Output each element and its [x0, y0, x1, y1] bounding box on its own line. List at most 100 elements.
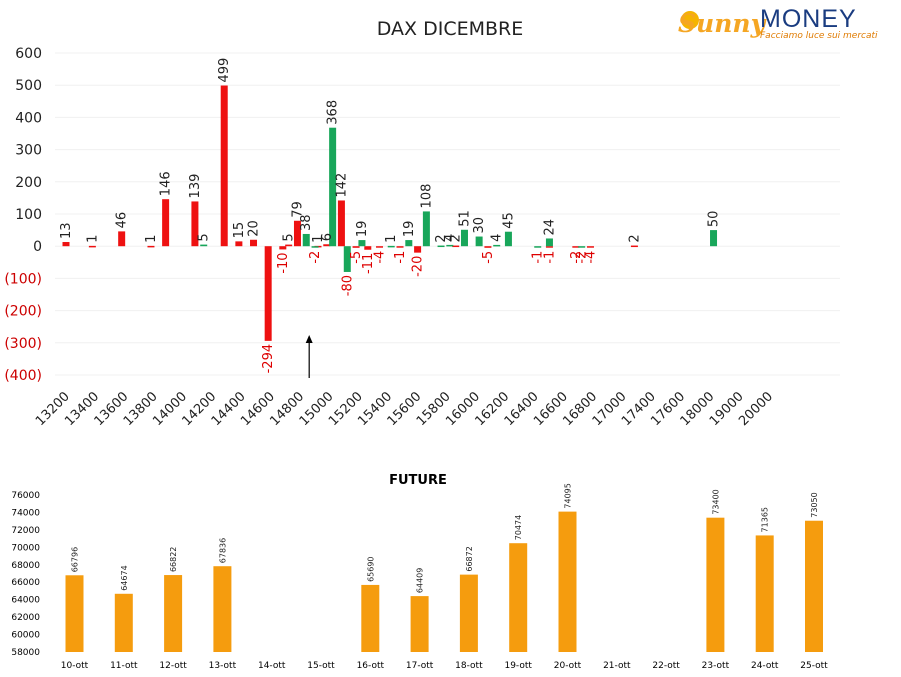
data-label: 139 [188, 174, 203, 199]
data-label: -20 [411, 256, 426, 277]
bar [293, 220, 301, 247]
bar [250, 239, 258, 247]
future-data-label: 73400 [711, 489, 720, 514]
bar [376, 246, 384, 248]
future-data-label: 64409 [416, 568, 425, 593]
data-label: 15 [232, 222, 247, 239]
future-bar [65, 575, 84, 652]
data-label: 146 [159, 171, 174, 196]
y-tick-label: 200 [15, 175, 42, 191]
x-tick-label: 20000 [736, 389, 776, 429]
y-tick-label: (200) [4, 304, 42, 320]
data-label: 19 [355, 221, 370, 238]
future-chart-title: FUTURE [389, 473, 447, 488]
bar [235, 241, 243, 247]
bar [460, 229, 468, 247]
data-label: 368 [326, 100, 341, 125]
future-bar [410, 596, 429, 652]
main-chart-title: DAX DICEMBRE [377, 18, 524, 40]
future-bar [164, 575, 183, 652]
data-label: 1 [311, 235, 326, 243]
future-y-tick-label: 64000 [11, 596, 40, 606]
sunny-money-logo: Sunny MONEY Facciamo luce sui mercati [678, 5, 878, 41]
future-y-tick-label: 60000 [11, 631, 40, 641]
future-chart-bars [65, 511, 823, 652]
future-x-tick-label: 13-ott [209, 661, 237, 671]
bar [162, 199, 170, 247]
future-data-label: 65690 [366, 556, 375, 581]
bar [323, 244, 331, 247]
bar [578, 246, 586, 248]
y-tick-label: (100) [4, 271, 42, 287]
bar [358, 240, 366, 247]
y-tick-label: (300) [4, 336, 42, 352]
bar [452, 245, 460, 248]
data-label: -4 [583, 251, 598, 264]
y-tick-label: (400) [4, 368, 42, 384]
bar [630, 245, 638, 248]
future-bar [114, 593, 133, 652]
y-tick-label: 400 [15, 110, 42, 126]
bar [329, 127, 337, 247]
future-x-tick-label: 17-ott [406, 661, 434, 671]
bar [405, 240, 413, 247]
future-x-tick-label: 23-ott [702, 661, 730, 671]
future-bar [361, 584, 380, 652]
data-label: 51 [457, 210, 472, 227]
future-bar [805, 520, 823, 652]
data-label: 13 [59, 222, 74, 239]
logo-brand-b: MONEY [760, 5, 857, 33]
data-label: 108 [419, 184, 434, 209]
future-x-tick-label: 21-ott [603, 661, 631, 671]
sun-icon [681, 11, 699, 29]
logo-tagline: Facciamo luce sui mercati [760, 31, 878, 41]
future-data-label: 74095 [564, 483, 573, 508]
bar [396, 246, 404, 248]
data-label: -80 [340, 275, 355, 296]
y-tick-label: 300 [15, 143, 42, 159]
y-tick-label: 0 [33, 239, 42, 255]
y-tick-label: 100 [15, 207, 42, 223]
data-label: -1 [393, 251, 408, 264]
future-data-label: 66796 [71, 547, 80, 572]
future-data-label: 73050 [810, 492, 819, 517]
data-label: 142 [334, 173, 349, 198]
bar [343, 246, 351, 272]
data-label: 4 [443, 234, 458, 242]
data-label: 1 [144, 235, 159, 243]
bar [475, 236, 483, 247]
data-label: 1 [384, 235, 399, 243]
bar [191, 201, 199, 247]
future-x-tick-label: 22-ott [652, 661, 680, 671]
bar [118, 231, 126, 247]
data-label: -294 [261, 344, 276, 374]
future-x-tick-label: 15-ott [307, 661, 335, 671]
bar [545, 246, 553, 248]
data-label: 1 [85, 235, 100, 243]
bar [446, 244, 454, 247]
y-tick-label: 500 [15, 78, 42, 94]
future-bar [558, 511, 577, 652]
data-label: -2 [308, 251, 323, 264]
future-data-label: 66822 [169, 547, 178, 572]
arrow-head [305, 335, 313, 343]
bar [302, 233, 310, 247]
data-label: 30 [472, 217, 487, 234]
future-x-tick-label: 18-ott [455, 661, 483, 671]
main-chart-y-axis: 600 500 400 300 200 100 0 (100) (200) (300) (400) [4, 46, 42, 384]
main-chart-gridlines [55, 52, 840, 376]
future-data-label: 71365 [761, 507, 770, 532]
future-chart-data-labels: 66796 64674 66822 67836 65690 64409 66872 70474… [71, 483, 820, 593]
future-bar [509, 543, 528, 652]
future-bar [213, 566, 232, 652]
bar [437, 245, 445, 248]
future-y-tick-label: 76000 [11, 491, 40, 501]
data-label: 2 [449, 234, 464, 242]
future-y-tick-label: 62000 [11, 613, 40, 623]
bar [352, 246, 360, 248]
bar [484, 246, 492, 248]
data-label: 45 [501, 212, 516, 229]
bar [504, 231, 512, 247]
future-bar [459, 574, 478, 652]
